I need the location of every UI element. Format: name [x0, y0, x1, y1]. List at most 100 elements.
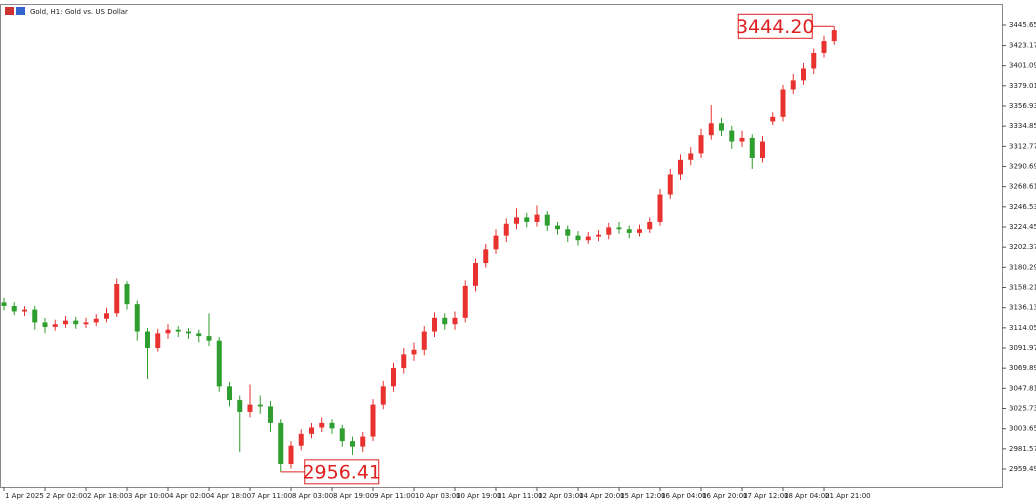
candle-body — [719, 123, 724, 131]
candle-body — [801, 68, 806, 81]
y-tick-label: 3224.45 — [1009, 223, 1036, 231]
candle-body — [616, 227, 622, 230]
candle-body — [678, 159, 683, 175]
annotation-box — [737, 13, 813, 39]
candle-body — [186, 331, 191, 334]
candle-body — [206, 336, 212, 341]
candle-body — [52, 324, 58, 327]
x-tick-label: 4 Apr 18:00 — [210, 492, 251, 500]
candle-body — [350, 441, 355, 447]
candle-body — [452, 317, 458, 325]
x-tick-label: 3 Apr 10:00 — [128, 492, 169, 500]
candle-body — [93, 318, 99, 323]
y-tick-label: 3091.97 — [1009, 344, 1036, 352]
candle-body — [585, 236, 591, 241]
candle-body — [22, 309, 27, 312]
candle-body — [514, 217, 519, 224]
candle-body — [657, 194, 663, 222]
candle-body — [411, 349, 417, 355]
y-tick-label: 3290.69 — [1009, 162, 1036, 170]
candle-body — [637, 229, 642, 233]
candle-body — [63, 320, 68, 325]
x-tick-label: 10 Apr 19:00 — [456, 492, 502, 500]
candle-body — [339, 428, 345, 442]
x-tick-label: 10 Apr 03:00 — [415, 492, 461, 500]
x-tick-label: 17 Apr 12:00 — [743, 492, 789, 500]
x-tick-label: 16 Apr 20:00 — [702, 492, 748, 500]
candle-body — [708, 123, 714, 136]
x-tick-label: 12 Apr 03:00 — [538, 492, 584, 500]
candle-body — [821, 41, 827, 53]
candle-body — [534, 214, 540, 222]
y-tick-label: 3180.29 — [1009, 263, 1036, 271]
candle-body — [401, 354, 407, 369]
candle-body — [688, 153, 694, 160]
y-tick-label: 3202.37 — [1009, 243, 1036, 251]
candle-body — [124, 284, 130, 305]
candle-body — [165, 329, 171, 334]
x-tick-label: 11 Apr 11:00 — [497, 492, 543, 500]
icon — [16, 7, 25, 15]
candle-body — [483, 249, 489, 264]
y-tick-label: 3136.13 — [1009, 304, 1036, 312]
y-tick-label: 3445.65 — [1009, 21, 1036, 29]
y-tick-label: 3114.05 — [1009, 324, 1036, 332]
candle-body — [104, 313, 109, 319]
annotation-box — [304, 459, 380, 485]
y-tick-label: 3069.89 — [1009, 364, 1036, 372]
chart-title: Gold, H1: Gold vs. US Dollar — [30, 8, 128, 16]
candle-body — [831, 30, 837, 42]
candle-body — [493, 235, 499, 250]
candle-body — [698, 135, 704, 154]
candle-body — [83, 322, 89, 325]
candle-body — [739, 137, 745, 142]
x-tick-label: 1 Apr 2025 — [5, 492, 44, 500]
candle-body — [155, 333, 161, 348]
candle-body — [770, 116, 776, 122]
candle-body — [257, 404, 263, 407]
x-tick-label: 15 Apr 12:00 — [620, 492, 666, 500]
candle-body — [555, 225, 560, 230]
candle-body — [319, 422, 325, 428]
candle-body — [11, 305, 17, 312]
candle-body — [790, 80, 796, 90]
candle-body — [247, 404, 253, 412]
candle-body — [442, 317, 448, 325]
y-tick-label: 3268.61 — [1009, 183, 1036, 191]
x-tick-label: 2 Apr 18:00 — [87, 492, 128, 500]
y-tick-label: 2959.49 — [1009, 465, 1036, 473]
candle-body — [268, 406, 273, 423]
y-tick-label: 3003.65 — [1009, 425, 1036, 433]
candle-body — [606, 227, 612, 235]
y-tick-label: 3401.09 — [1009, 62, 1036, 70]
candle-body — [749, 137, 755, 158]
x-tick-label: 9 Apr 11:00 — [374, 492, 415, 500]
y-tick-label: 3158.21 — [1009, 284, 1036, 292]
candle-body — [227, 386, 232, 401]
x-tick-label: 2 Apr 02:00 — [46, 492, 87, 500]
candle-body — [473, 263, 478, 286]
icon — [5, 7, 14, 15]
candle-body — [575, 235, 581, 241]
candle-body — [780, 89, 786, 117]
candle-body — [380, 386, 386, 405]
candle-body — [196, 333, 202, 337]
candle-body — [370, 404, 376, 437]
candle-body — [565, 229, 571, 236]
candle-body — [237, 400, 243, 412]
candle-body — [1, 302, 7, 306]
x-tick-label: 16 Apr 04:00 — [661, 492, 707, 500]
candle-body — [811, 52, 817, 69]
x-tick-label: 7 Apr 11:00 — [251, 492, 292, 500]
candle-body — [288, 445, 294, 464]
candle-body — [647, 221, 653, 230]
y-tick-label: 3423.17 — [1009, 41, 1036, 49]
plot-frame — [0, 4, 1003, 488]
y-tick-label: 3379.01 — [1009, 82, 1036, 90]
y-tick-label: 3047.81 — [1009, 384, 1036, 392]
candle-body — [462, 285, 468, 318]
candle-body — [278, 422, 284, 464]
y-tick-label: 3312.77 — [1009, 142, 1036, 150]
annotation-label: 2956.41 — [302, 461, 381, 483]
y-tick-label: 3334.85 — [1009, 122, 1036, 130]
